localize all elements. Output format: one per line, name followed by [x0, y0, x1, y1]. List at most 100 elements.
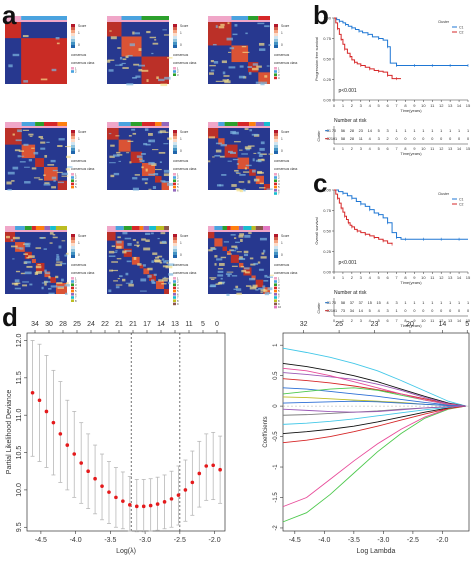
matrix-speckle	[111, 269, 118, 272]
matrix-speckle	[153, 273, 157, 276]
class-label: 1	[177, 276, 179, 280]
matrix-speckle	[268, 44, 271, 46]
class-swatch	[274, 289, 277, 293]
legend-title-score: Score	[180, 24, 189, 28]
cv-point	[93, 476, 97, 481]
matrix-speckle	[232, 158, 239, 161]
risk-count: 0	[449, 137, 451, 141]
matrix-speckle	[118, 160, 121, 162]
risk-count: 0	[404, 309, 406, 313]
matrix-speckle	[269, 274, 274, 276]
colorbar-step	[173, 255, 177, 258]
matrix-speckle	[249, 277, 256, 281]
matrix-speckle	[109, 162, 116, 164]
class-bar-segment	[248, 16, 259, 20]
matrix-speckle	[236, 172, 241, 174]
class-swatch	[173, 73, 176, 76]
colorbar-tick: 0	[281, 149, 283, 153]
colorbar-step	[274, 246, 278, 249]
y-tick-label: 0.50	[323, 57, 332, 62]
matrix-speckle	[64, 292, 68, 295]
matrix-speckle	[163, 180, 170, 183]
class-swatch	[274, 189, 277, 192]
x-tick-label: 10	[421, 103, 426, 108]
risk-x-tick-label: 2	[351, 319, 353, 323]
x-tick-label: 5	[378, 103, 381, 108]
class-bar-line	[5, 20, 67, 22]
matrix-speckle	[35, 247, 42, 249]
matrix-speckle	[57, 145, 63, 147]
matrix-speckle	[223, 241, 229, 243]
matrix-speckle	[108, 133, 112, 135]
colorbar-step	[173, 27, 177, 30]
matrix-speckle	[152, 186, 157, 189]
matrix-speckle	[140, 278, 147, 282]
matrix-speckle	[12, 133, 15, 136]
class-swatch	[173, 173, 176, 176]
consensus-block	[161, 182, 169, 190]
class-label: 2	[278, 176, 280, 180]
matrix-speckle	[14, 282, 19, 286]
matrix-speckle	[35, 270, 43, 274]
cv-point	[141, 504, 146, 509]
x-tick-label: 7	[395, 103, 398, 108]
class-swatch	[274, 299, 277, 302]
matrix-speckle	[141, 166, 144, 169]
matrix-speckle	[214, 154, 221, 157]
matrix-speckle	[224, 80, 231, 84]
colorbar-tick: 1	[281, 241, 283, 245]
class-swatch	[274, 67, 277, 70]
class-label: 7	[278, 192, 280, 196]
x-tick-label: 5	[378, 275, 381, 280]
matrix-speckle	[218, 263, 225, 266]
class-bar-segment	[5, 122, 22, 126]
matrix-speckle	[122, 250, 127, 254]
matrix-speckle	[159, 262, 163, 264]
class-swatch	[173, 189, 176, 192]
risk-count: 0	[458, 309, 460, 313]
matrix-speckle	[66, 166, 73, 168]
consensus-block	[218, 138, 225, 145]
risk-count: 1	[395, 309, 397, 313]
top-tick-label: 14	[157, 321, 165, 328]
y-tick-label: -1	[273, 464, 279, 470]
class-bar-segment	[226, 226, 231, 230]
coefficient-path	[282, 405, 467, 508]
matrix-speckle	[261, 252, 265, 255]
matrix-speckle	[210, 248, 217, 250]
lasso-cv-panel: 9.5 10.0 10.5 11.0 11.5 12.0 -4.5 -4.0 -3.5 -3.0 -…	[6, 321, 226, 555]
class-label: 3	[278, 179, 280, 183]
class-bar-segment	[5, 226, 16, 230]
x-tick-label: 13	[448, 275, 453, 280]
class-swatch	[274, 185, 277, 189]
matrix-speckle	[110, 36, 117, 40]
matrix-speckle	[167, 57, 173, 59]
consensus-block	[107, 128, 119, 140]
class-bar-segment	[224, 122, 238, 126]
class-label: 3	[177, 73, 179, 77]
matrix-speckle	[236, 189, 242, 192]
matrix-speckle	[117, 47, 121, 49]
matrix-speckle	[231, 275, 238, 277]
matrix-speckle	[219, 281, 226, 283]
class-swatch	[274, 280, 277, 283]
legend-title-consensus: consensus	[173, 263, 189, 267]
class-label: 2	[75, 280, 77, 284]
class-bar-segment	[155, 122, 162, 126]
class-bar-segment	[237, 122, 250, 126]
matrix-speckle	[40, 147, 46, 150]
matrix-speckle	[137, 263, 142, 266]
x-axis-label: Time(years)	[400, 108, 422, 113]
matrix-speckle	[262, 285, 266, 288]
matrix-speckle	[125, 282, 133, 284]
matrix-speckle	[15, 247, 21, 249]
consensus-block	[130, 151, 142, 163]
matrix-speckle	[107, 59, 115, 61]
class-label: 2	[177, 176, 179, 180]
matrix-speckle	[243, 253, 249, 257]
matrix-speckle	[132, 31, 135, 35]
y-axis-label: Overall survival	[314, 217, 319, 244]
top-tick-label: 23	[371, 321, 379, 328]
risk-x-tick-label: 9	[413, 147, 415, 151]
